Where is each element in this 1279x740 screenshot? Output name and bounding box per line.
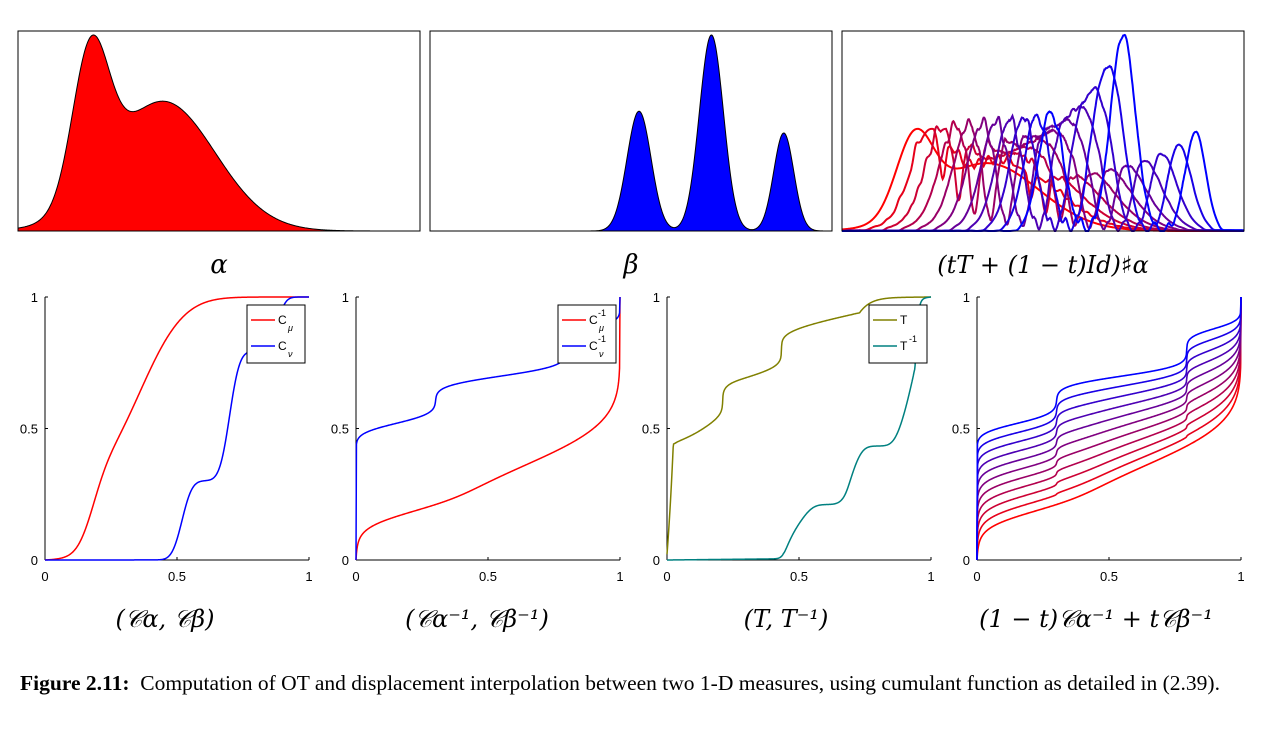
interpolated-inverse-line — [976, 296, 1242, 561]
label-transport-maps: (T, T⁻¹) — [744, 605, 829, 633]
cdf-alpha-line — [44, 296, 309, 561]
y-tick-label: 0.5 — [642, 422, 660, 437]
x-tick-label: 0.5 — [1100, 569, 1118, 584]
y-tick-label: 1 — [342, 290, 349, 305]
transport-map-line — [666, 296, 931, 555]
label-cumulatives: (𝒞α, 𝒞β) — [115, 605, 214, 633]
x-tick-label: 0.5 — [479, 569, 497, 584]
density-alpha-panel — [17, 30, 421, 232]
x-tick-label: 1 — [616, 569, 623, 584]
legend-superscript: -1 — [909, 334, 917, 344]
legend-box — [557, 304, 617, 364]
interpolated-inverse-line — [976, 296, 1242, 561]
label-beta: β — [622, 250, 638, 280]
transport-map-panel: 00 0.5 0.5 1 1 TT -1 — [642, 290, 935, 584]
interpolated-inverse-line — [976, 296, 1242, 561]
legend-subscript: ν — [599, 349, 604, 359]
legend-subscript: μ — [287, 323, 293, 333]
alpha-density-area — [17, 34, 421, 232]
interpolated-inverse-line — [976, 296, 1242, 561]
x-tick-label: 0 — [663, 569, 670, 584]
y-tick-label: 1 — [963, 290, 970, 305]
density-beta-panel — [429, 30, 833, 232]
inverse-transport-map-line — [666, 296, 932, 561]
interpolated-inverse-line — [976, 296, 1242, 561]
y-tick-label: 0.5 — [952, 422, 970, 437]
interpolated-inverse-line — [976, 296, 1242, 561]
x-tick-label: 1 — [305, 569, 312, 584]
interpolated-inverse-line — [976, 296, 1242, 561]
x-tick-label: 0 — [352, 569, 359, 584]
legend-label: T — [900, 339, 908, 353]
legend-label: C — [278, 313, 287, 327]
y-tick-label: 0.5 — [331, 422, 349, 437]
y-tick-label: 0 — [31, 553, 38, 568]
beta-density-area — [429, 34, 833, 232]
legend-superscript: -1 — [598, 308, 606, 318]
legend-label: T — [900, 313, 908, 327]
y-tick-label: 0 — [653, 553, 660, 568]
inverse-cdf-alpha-line — [355, 296, 621, 561]
legend-box — [868, 304, 928, 364]
label-interpolation: (tT + (1 − t)Id)♯α — [937, 251, 1148, 279]
interpolation-panel — [841, 30, 1245, 233]
panel-frame — [17, 30, 421, 232]
legend-subscript: μ — [598, 323, 604, 333]
label-alpha: α — [210, 250, 228, 280]
panel-frame — [429, 30, 833, 232]
interpolated-inverse-line — [976, 296, 1242, 561]
x-tick-label: 0 — [973, 569, 980, 584]
interpolated-density-line — [842, 86, 1244, 233]
label-interpolated-inverse: (1 − t)𝒞α⁻¹ + t𝒞β⁻¹ — [979, 605, 1213, 633]
interpolated-inverse-panel: 00 0.5 0.5 1 1 — [952, 290, 1245, 584]
interpolated-inverse-line — [976, 296, 1242, 561]
x-tick-label: 0 — [41, 569, 48, 584]
caption-label: Figure 2.11: — [20, 671, 130, 695]
caption-text: Computation of OT and displacement inter… — [140, 671, 1220, 695]
x-tick-label: 0.5 — [168, 569, 186, 584]
legend-superscript: -1 — [598, 334, 606, 344]
y-tick-label: 0.5 — [20, 422, 38, 437]
x-tick-label: 1 — [927, 569, 934, 584]
x-tick-label: 0.5 — [790, 569, 808, 584]
y-tick-label: 0 — [963, 553, 970, 568]
legend-label: C — [278, 339, 287, 353]
panel-frame — [841, 30, 1245, 232]
figure-caption: Figure 2.11: Computation of OT and displ… — [20, 668, 1245, 698]
legend-label: C — [589, 339, 598, 353]
y-tick-label: 1 — [31, 290, 38, 305]
legend-label: C — [589, 313, 598, 327]
y-tick-label: 1 — [653, 290, 660, 305]
legend-box — [246, 304, 306, 364]
interpolated-inverse-line — [976, 296, 1242, 561]
y-tick-label: 0 — [342, 553, 349, 568]
label-inverse-cumulatives: (𝒞α⁻¹, 𝒞β⁻¹) — [405, 605, 549, 633]
legend-subscript: ν — [288, 349, 293, 359]
interpolated-inverse-line — [976, 296, 1242, 561]
x-tick-label: 1 — [1237, 569, 1244, 584]
interpolated-density-line — [842, 104, 1245, 233]
